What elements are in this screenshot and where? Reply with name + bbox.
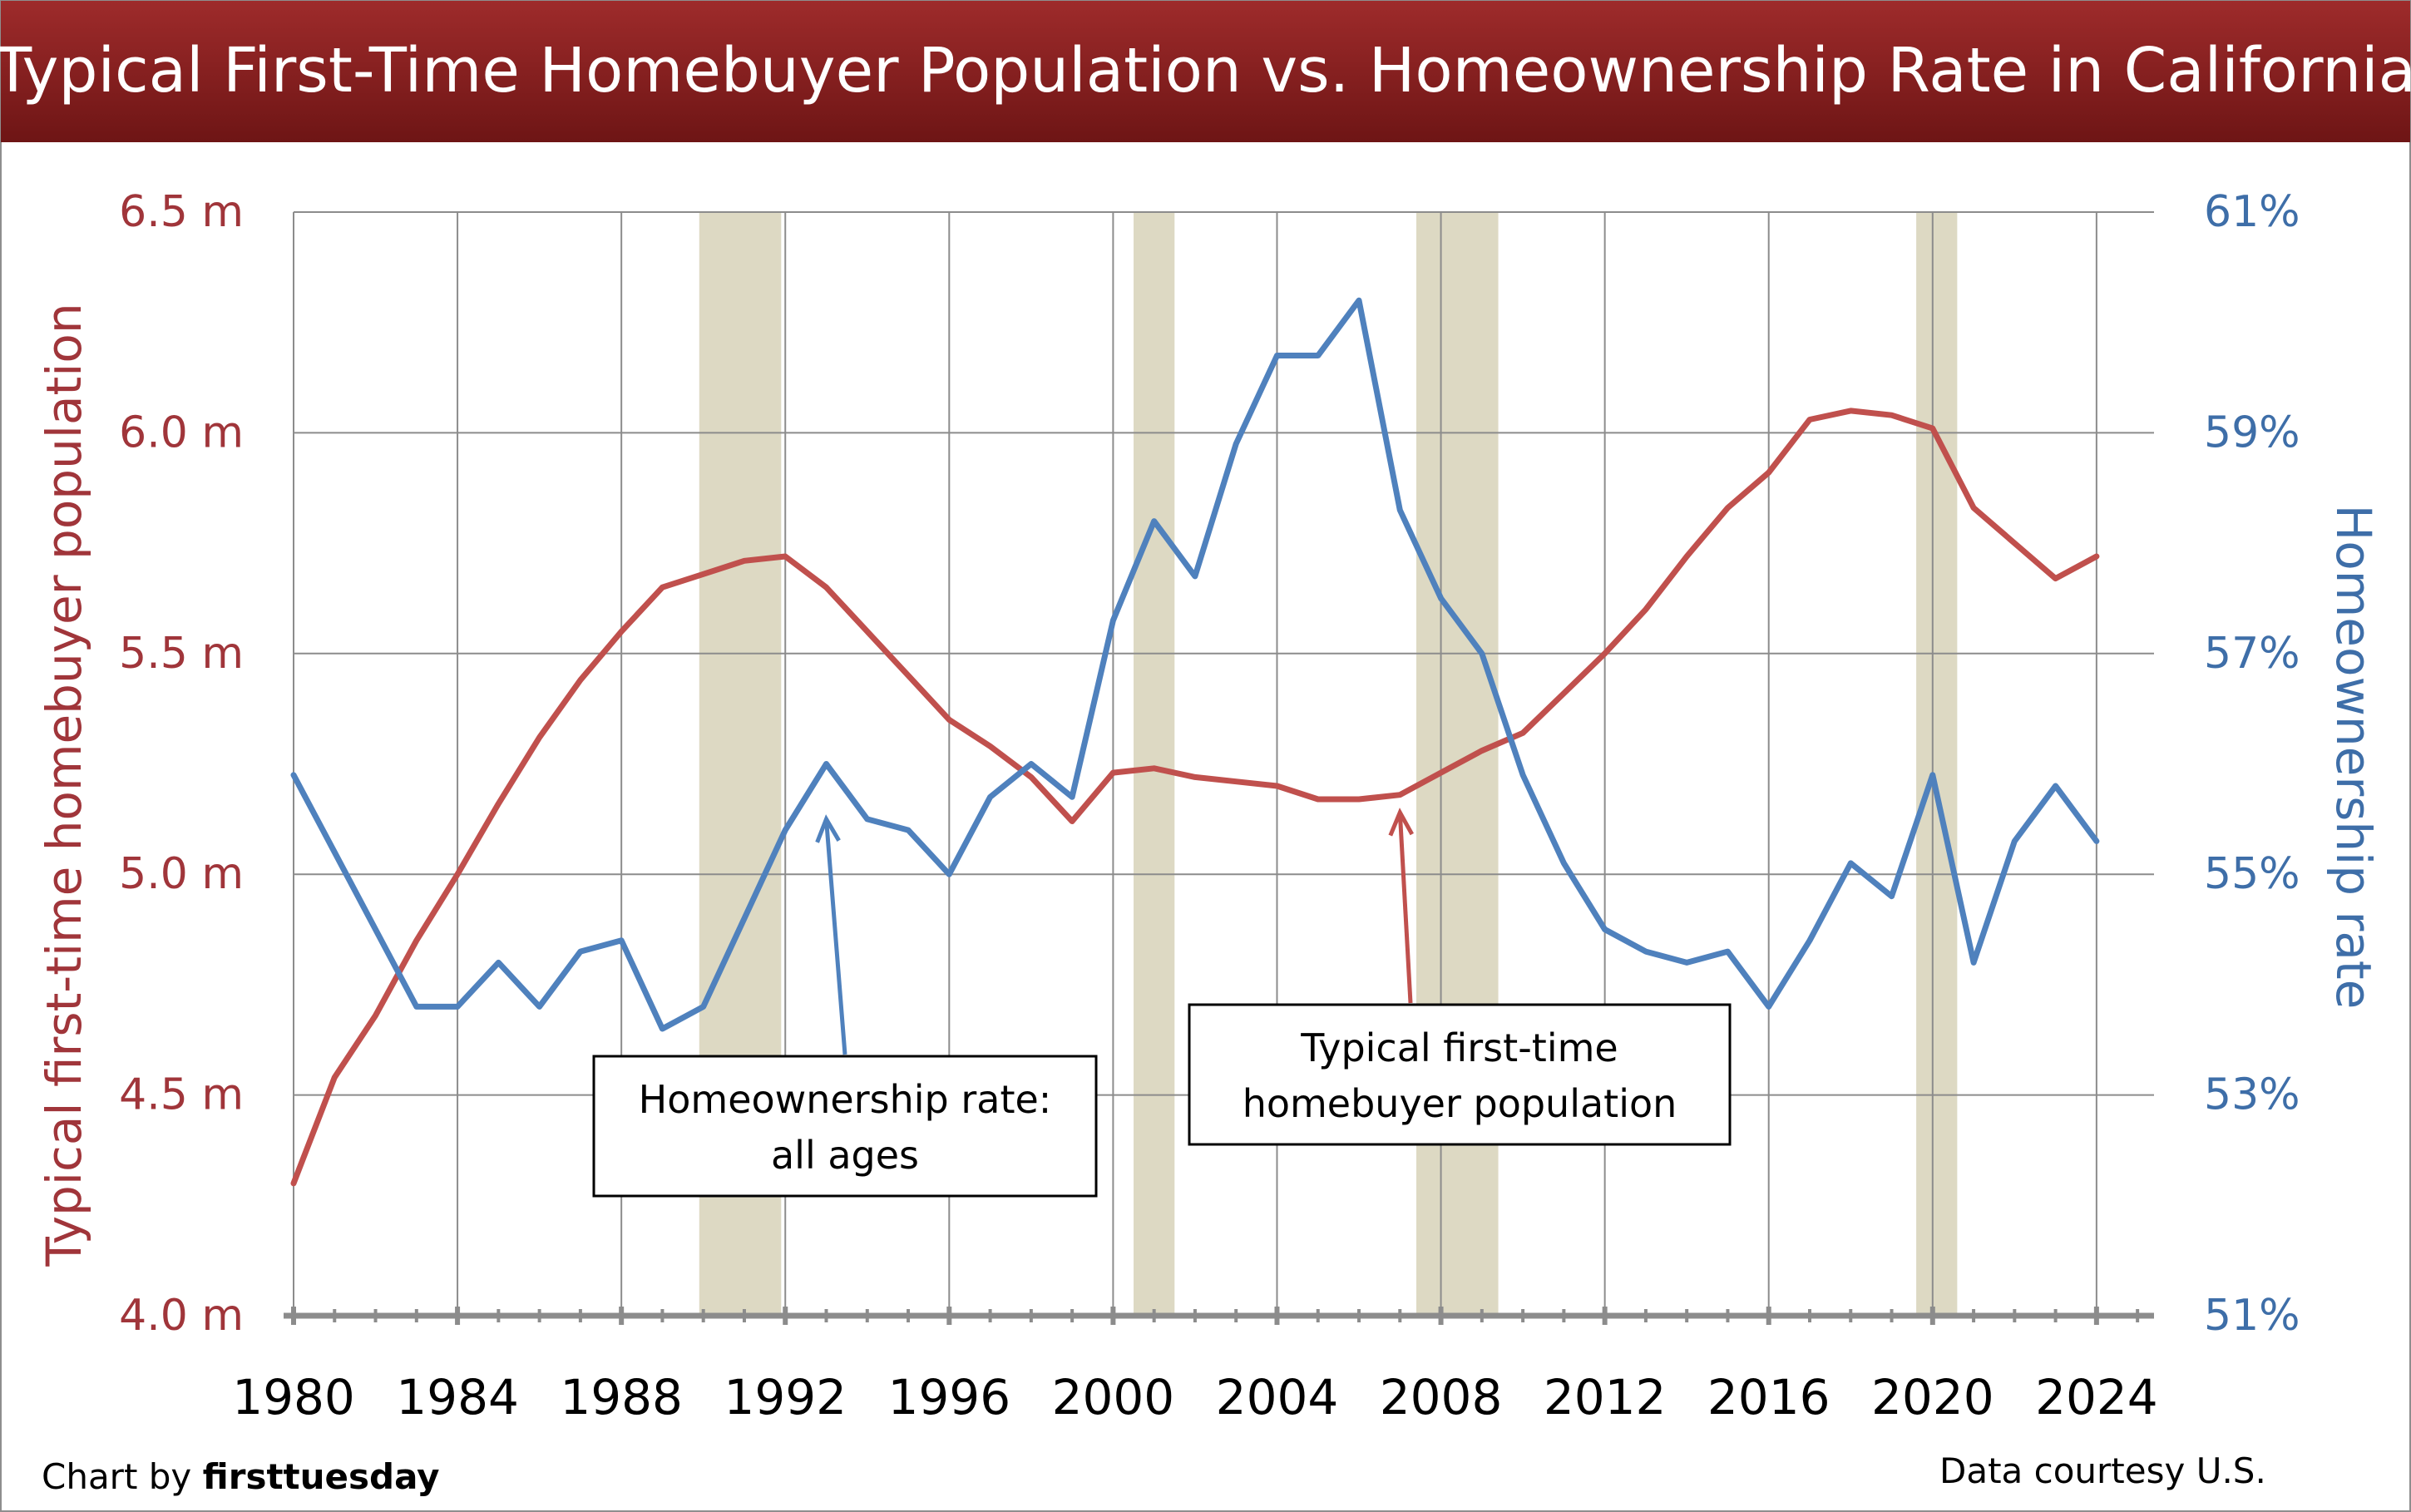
recession-band-3 [1916, 212, 1958, 1316]
y-axis-left-title: Typical first-time homebuyer population [36, 303, 92, 1267]
annotation-population-line2: homebuyer population [1243, 1081, 1677, 1126]
x-tick-label: 2004 [1216, 1369, 1339, 1426]
chart-credit: Chart by firsttuesday [42, 1456, 440, 1497]
annotation-arrowhead-blue [815, 814, 841, 843]
x-tick-label: 1988 [560, 1369, 683, 1426]
recession-bands [699, 212, 1958, 1316]
x-tick-label: 1980 [232, 1369, 355, 1426]
x-tick-label: 2008 [1380, 1369, 1503, 1426]
y-left-tick-label: 4.0 m [119, 1291, 244, 1341]
annotation-arrow-red [1397, 812, 1413, 1004]
x-tick-label: 2020 [1871, 1369, 1994, 1426]
x-tick-label: 2000 [1052, 1369, 1175, 1426]
y-right-tick-label: 61% [2204, 187, 2300, 237]
x-axis [284, 1307, 2154, 1325]
x-tick-label: 2016 [1707, 1369, 1830, 1426]
series-line-population [290, 408, 2100, 1187]
series [290, 297, 2100, 1187]
y-right-tick-label: 59% [2204, 408, 2300, 457]
y-right-tick-label: 57% [2204, 629, 2300, 679]
y-axis-right-title: Homeownership rate [2325, 505, 2382, 1010]
chart-credit-prefix: Chart by [42, 1456, 203, 1497]
title-bar [1, 1, 2410, 142]
y-axis-left-ticks: 4.0 m 4.5 m 5.0 m 5.5 m 6.0 m 6.5 m [119, 187, 244, 1341]
chart-credit-brand: firsttuesday [203, 1456, 440, 1497]
recession-band-1 [1134, 212, 1175, 1316]
annotation-box-homeownership [592, 1055, 1098, 1198]
x-axis-ticks: 1980 1984 1988 1992 1996 2000 2004 2008 2012 2016… [232, 1369, 2157, 1426]
y-right-tick-label: 51% [2204, 1291, 2300, 1341]
annotation-homeownership-line1: Homeownership rate: [639, 1077, 1052, 1122]
y-right-tick-label: 53% [2204, 1070, 2300, 1120]
x-tick-label: 2012 [1544, 1369, 1667, 1426]
y-left-tick-label: 6.5 m [119, 187, 244, 237]
y-right-tick-label: 55% [2204, 849, 2300, 899]
x-tick-label: 1984 [396, 1369, 519, 1426]
y-left-tick-label: 6.0 m [119, 408, 244, 457]
annotation-box-population [1188, 1003, 1732, 1146]
annotation-arrowhead-red [1388, 808, 1414, 837]
y-left-tick-label: 5.0 m [119, 849, 244, 899]
y-left-tick-label: 4.5 m [119, 1070, 244, 1120]
x-tick-label: 1996 [888, 1369, 1011, 1426]
series-line-homeownership [290, 297, 2100, 1032]
annotation-homeownership-line2: all ages [771, 1133, 919, 1178]
annotation-homeownership: Homeownership rate: all ages [592, 814, 1098, 1198]
annotation-population: Typical first-time homebuyer population [1188, 808, 1732, 1146]
data-source: Data courtesy U.S. [1939, 1450, 2266, 1491]
y-left-tick-label: 5.5 m [119, 629, 244, 679]
y-axis-right-ticks: 51% 53% 55% 57% 59% 61% [2204, 187, 2300, 1341]
x-tick-label: 1992 [724, 1369, 847, 1426]
annotation-population-line1: Typical first-time [1300, 1025, 1618, 1070]
x-tick-label: 2024 [2035, 1369, 2158, 1426]
annotation-arrow-blue [824, 818, 847, 1055]
chart-title: Typical First-Time Homebuyer Population … [0, 35, 2411, 106]
